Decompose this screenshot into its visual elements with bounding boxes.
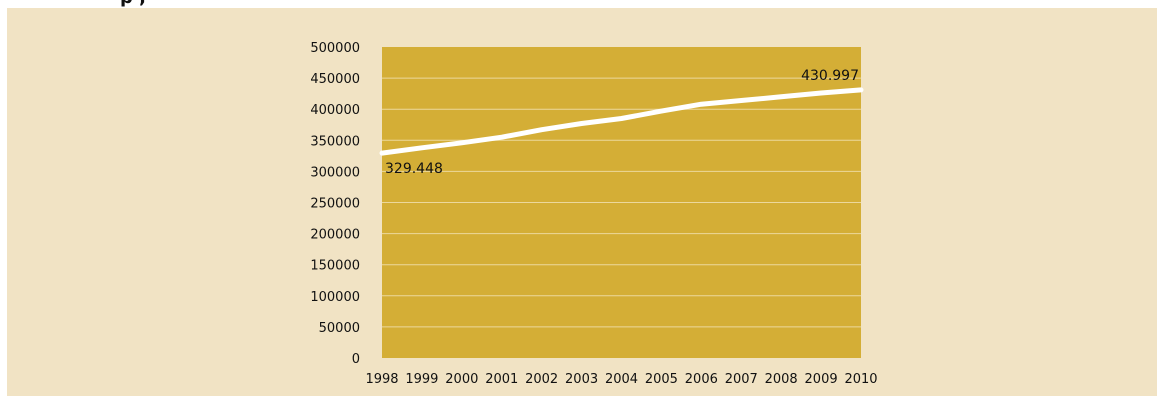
y-tick-label: 400000 (310, 103, 360, 118)
x-tick-label: 2008 (765, 372, 798, 387)
data-label: 329.448 (385, 161, 443, 177)
y-tick-label: 500000 (310, 41, 360, 56)
x-tick-label: 2009 (805, 372, 838, 387)
x-tick-label: 2005 (645, 372, 678, 387)
x-tick-label: 2010 (844, 372, 877, 387)
x-tick-label: 2007 (725, 372, 758, 387)
y-tick-label: 0 (352, 352, 360, 367)
data-label: 430.997 (801, 68, 859, 84)
series-line (379, 87, 864, 156)
y-tick-label: 350000 (310, 134, 360, 149)
chart-heading-partial: p , (120, 0, 146, 8)
x-tick-label: 2003 (565, 372, 598, 387)
y-axis-ticks: 0 50000 100000 150000 200000 250000 300000 3500… (310, 41, 360, 367)
y-tick-label: 450000 (310, 72, 360, 87)
y-tick-label: 250000 (310, 197, 360, 212)
x-tick-label: 1999 (405, 372, 438, 387)
y-tick-label: 100000 (310, 290, 360, 305)
x-axis-ticks: 1998 1999 2000 2001 2002 2003 2004 2005 2006 2007… (365, 372, 877, 387)
y-tick-label: 300000 (310, 165, 360, 180)
data-labels: 329.448 430.997 (385, 68, 859, 177)
x-tick-label: 2000 (445, 372, 478, 387)
y-tick-label: 50000 (319, 321, 360, 336)
x-tick-label: 2004 (605, 372, 638, 387)
x-tick-label: 2001 (485, 372, 518, 387)
y-tick-label: 200000 (310, 228, 360, 243)
x-tick-label: 1998 (365, 372, 398, 387)
y-tick-label: 150000 (310, 259, 360, 274)
x-tick-label: 2006 (685, 372, 718, 387)
x-tick-label: 2002 (525, 372, 558, 387)
header-strip: p , (0, 0, 1166, 8)
